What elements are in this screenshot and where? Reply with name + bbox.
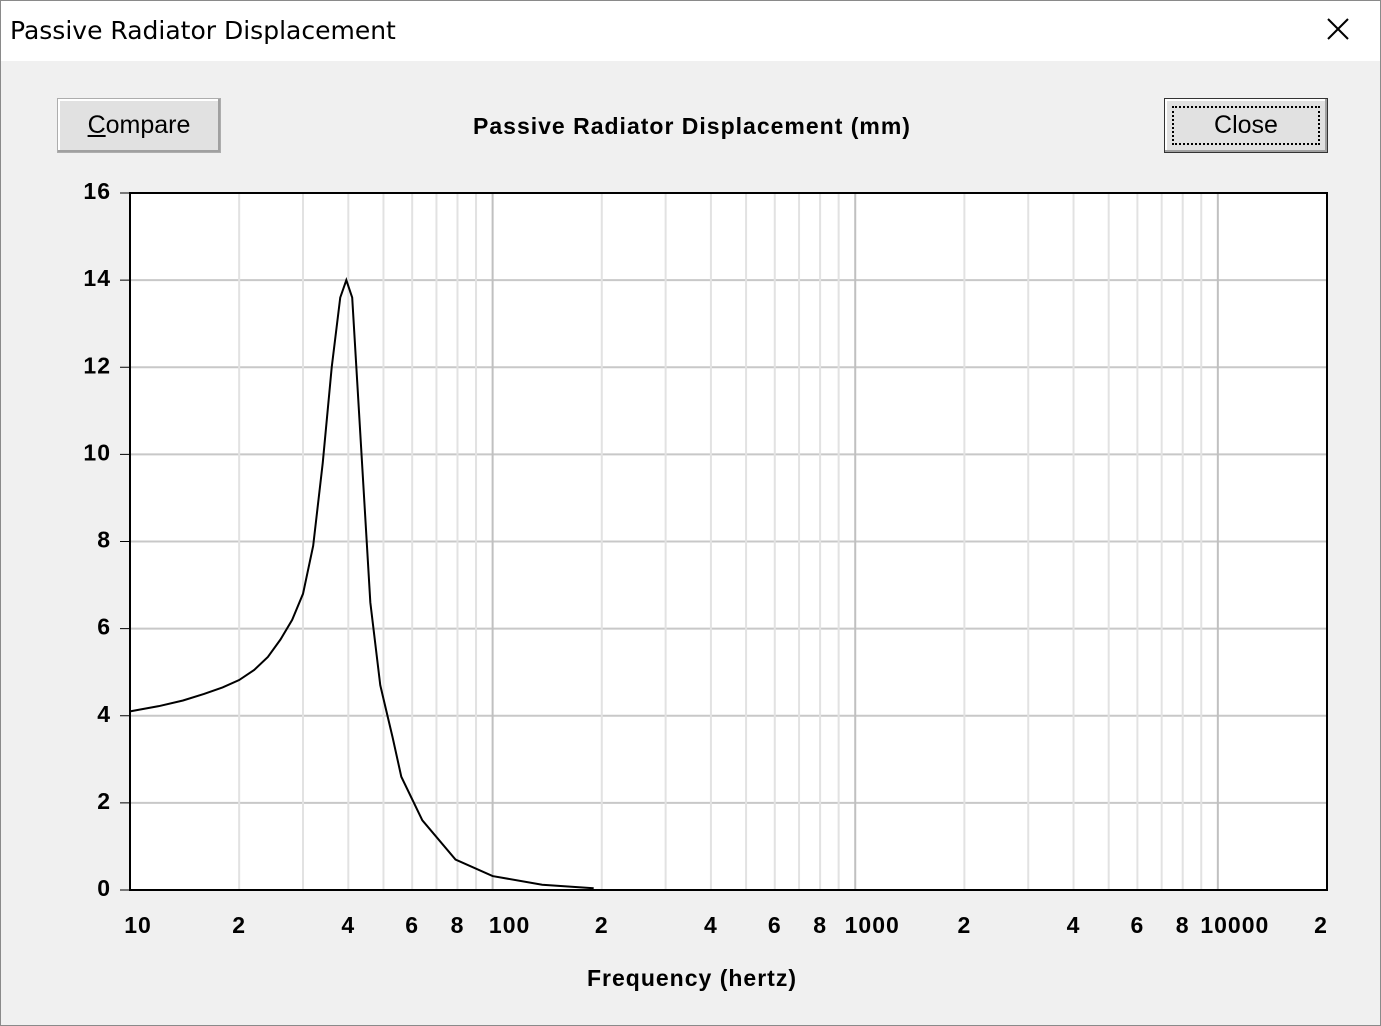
- y-tick-label: 10: [83, 439, 111, 465]
- y-tick-label: 12: [83, 352, 111, 378]
- x-tick-label: 8: [1176, 912, 1190, 938]
- x-tick-label: 4: [341, 912, 355, 938]
- button-label: Compare: [87, 111, 191, 139]
- x-tick-label: 2: [595, 912, 609, 938]
- data-line: [129, 277, 594, 890]
- compare-button[interactable]: Compare: [57, 98, 221, 153]
- title-bar: Passive Radiator Displacement: [1, 1, 1380, 61]
- window-title: Passive Radiator Displacement: [10, 16, 396, 45]
- x-tick-label: 4: [704, 912, 718, 938]
- close-button[interactable]: Close: [1164, 98, 1328, 153]
- y-tick-label: 2: [97, 788, 111, 814]
- plot-frame: [129, 192, 1328, 891]
- x-tick-label: 100: [489, 912, 530, 938]
- x-tick-label: 2: [232, 912, 246, 938]
- y-tick-label: 14: [83, 265, 111, 291]
- x-tick-label: 8: [813, 912, 827, 938]
- close-x[interactable]: [1324, 15, 1352, 43]
- x-axis-label: Frequency (hertz): [587, 965, 797, 991]
- x-tick-label: 2: [957, 912, 971, 938]
- y-tick-label: 16: [83, 178, 111, 204]
- y-tick-label: 4: [97, 701, 111, 727]
- chart-title: Passive Radiator Displacement (mm): [473, 113, 911, 139]
- x-tick-label: 1000: [845, 912, 900, 938]
- x-tick-label: 8: [451, 912, 465, 938]
- x-tick-label: 6: [768, 912, 782, 938]
- x-tick-label: 6: [405, 912, 419, 938]
- y-tick-label: 8: [97, 527, 111, 553]
- x-tick-label: 4: [1067, 912, 1081, 938]
- y-tick-label: 6: [97, 614, 111, 640]
- x-tick-label: 10: [124, 912, 152, 938]
- button-label: Close: [1214, 111, 1278, 139]
- y-tick-label: 0: [97, 875, 111, 901]
- x-tick-label: 6: [1130, 912, 1144, 938]
- x-tick-label: 10000: [1200, 912, 1269, 938]
- x-tick-label: 2: [1314, 912, 1328, 938]
